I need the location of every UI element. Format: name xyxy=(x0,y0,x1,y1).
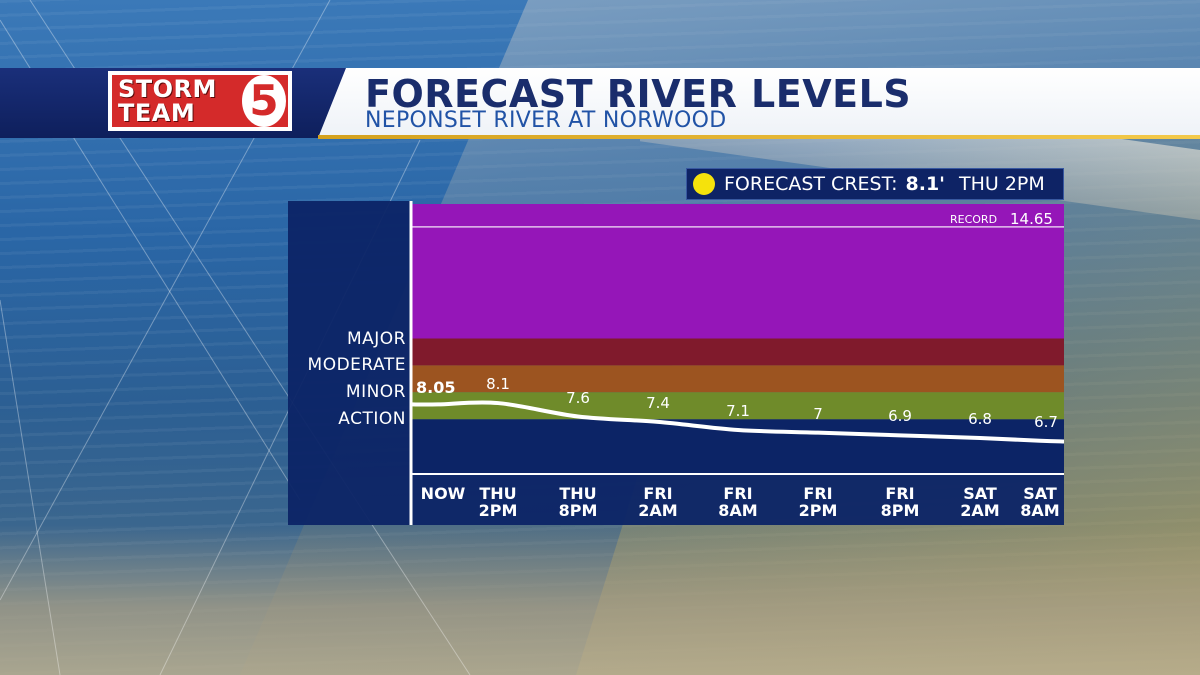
forecast-crest-banner: FORECAST CREST: 8.1' THU 2PM xyxy=(686,168,1064,200)
river-level-chart: MAJOR MODERATE MINOR ACTION RECORD 14.65 8.05 8… xyxy=(288,201,1064,525)
value-label: 7 xyxy=(813,404,823,423)
stage-label-major: MAJOR xyxy=(346,328,406,349)
x-tick-label: FRI 8PM xyxy=(865,485,935,519)
value-label: 6.9 xyxy=(888,407,912,426)
value-label-now: 8.05 xyxy=(416,378,456,398)
x-tick-label-line: FRI xyxy=(643,484,673,503)
value-label: 6.7 xyxy=(1034,412,1058,431)
stage-label-minor: MINOR xyxy=(345,382,406,403)
crest-label: FORECAST CREST: xyxy=(724,173,898,195)
value-label: 8.1 xyxy=(486,375,510,394)
storm-team-5-logo: STORM TEAM 5 xyxy=(108,71,292,131)
logo-red-field: STORM TEAM 5 xyxy=(112,75,288,127)
x-tick-label: FRI 2PM xyxy=(783,485,853,519)
band-minor xyxy=(412,365,1064,393)
x-tick-label: SAT 2AM xyxy=(945,485,1015,519)
x-tick-label-line: THU xyxy=(479,484,517,503)
chart-canvas xyxy=(288,201,1064,525)
value-label: 7.4 xyxy=(646,393,670,412)
header-gold-stripe xyxy=(318,135,1200,139)
x-tick-label-line: FRI xyxy=(803,484,833,503)
value-label: 6.8 xyxy=(968,410,992,429)
stage-label-moderate: MODERATE xyxy=(307,355,406,376)
stage-label-action: ACTION xyxy=(338,409,406,430)
x-tick-label-line: 8PM xyxy=(558,501,598,520)
crest-value: 8.1' xyxy=(905,173,945,195)
x-tick-label-line: 8AM xyxy=(1020,501,1060,520)
x-tick-label-line: 2PM xyxy=(478,501,518,520)
x-tick-label-line: 2PM xyxy=(798,501,838,520)
x-tick-label-line: 2AM xyxy=(638,501,678,520)
background-mud xyxy=(0,525,1200,675)
band-moderate xyxy=(412,338,1064,366)
value-label: 7.1 xyxy=(726,401,750,420)
record-value: 14.65 xyxy=(1010,209,1053,228)
x-tick-label-line: 8AM xyxy=(718,501,758,520)
x-tick-label-line: 8PM xyxy=(880,501,920,520)
header-title-panel xyxy=(318,68,1200,138)
logo-line-storm: STORM xyxy=(118,75,217,103)
x-tick-label: SAT 8AM xyxy=(1005,485,1075,519)
logo-line-team: TEAM xyxy=(118,99,196,127)
x-tick-label-line: 2AM xyxy=(960,501,1000,520)
crest-dot-icon xyxy=(693,173,715,195)
x-tick-label: THU 8PM xyxy=(543,485,613,519)
x-tick-label: THU 2PM xyxy=(463,485,533,519)
x-tick-label: NOW xyxy=(408,485,478,502)
x-tick-label-line: NOW xyxy=(420,484,466,503)
page-title: FORECAST RIVER LEVELS xyxy=(365,72,912,116)
x-tick-label-line: SAT xyxy=(963,484,997,503)
forecast-line xyxy=(410,400,1064,444)
value-label: 7.6 xyxy=(566,388,590,407)
x-tick-label-line: SAT xyxy=(1023,484,1057,503)
record-label: RECORD xyxy=(950,212,998,226)
x-tick-label-line: FRI xyxy=(885,484,915,503)
x-tick-label-line: FRI xyxy=(723,484,753,503)
stage-label-panel xyxy=(288,201,410,525)
x-tick-label-line: THU xyxy=(559,484,597,503)
page-subtitle: NEPONSET RIVER AT NORWOOD xyxy=(365,108,727,133)
crest-time: THU 2PM xyxy=(959,173,1045,195)
x-tick-label: FRI 2AM xyxy=(623,485,693,519)
x-tick-label: FRI 8AM xyxy=(703,485,773,519)
logo-number-five: 5 xyxy=(242,75,286,127)
x-axis-panel xyxy=(412,473,1064,525)
logo-text: STORM TEAM xyxy=(118,77,248,125)
